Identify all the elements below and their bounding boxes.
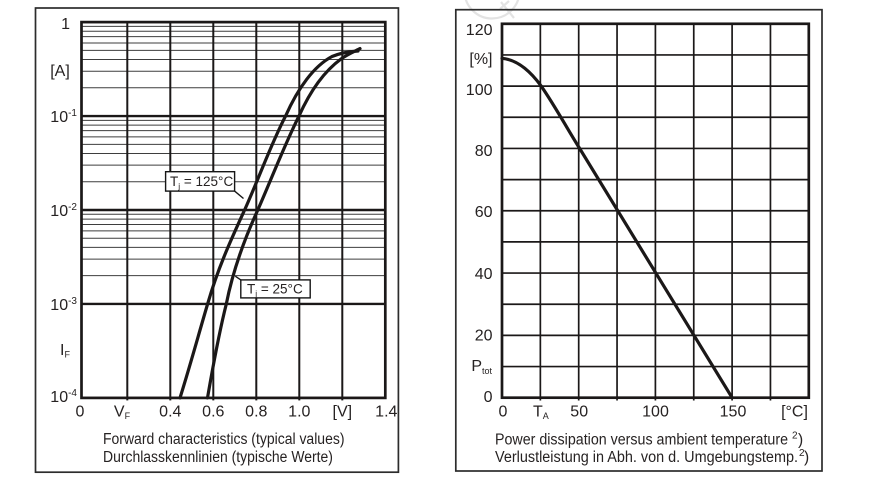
- svg-text:[%]: [%]: [469, 51, 492, 68]
- svg-text:): ): [804, 449, 809, 466]
- svg-text:0: 0: [484, 389, 493, 406]
- svg-text:Durchlasskennlinien (typische: Durchlasskennlinien (typische Werte): [103, 449, 333, 466]
- svg-text:2: 2: [792, 431, 798, 442]
- svg-text:1.4: 1.4: [375, 404, 397, 421]
- svg-text:Power dissipation versus ambie: Power dissipation versus ambient tempera…: [495, 432, 788, 449]
- svg-text:): ): [798, 432, 803, 449]
- svg-text:Tj = 125°C: Tj = 125°C: [170, 174, 233, 191]
- svg-text:60: 60: [475, 204, 493, 221]
- svg-text:40: 40: [475, 266, 493, 283]
- svg-text:0.4: 0.4: [159, 404, 181, 421]
- svg-text:Ptot: Ptot: [471, 358, 492, 376]
- svg-text:20: 20: [475, 327, 493, 344]
- svg-text:120: 120: [466, 22, 493, 39]
- svg-text:VF: VF: [114, 404, 131, 422]
- svg-text:Verlustleistung in Abh. von d.: Verlustleistung in Abh. von d. Umgebungs…: [495, 449, 798, 466]
- svg-text:80: 80: [475, 143, 493, 160]
- svg-text:0.6: 0.6: [202, 404, 224, 421]
- svg-text:1.0: 1.0: [288, 404, 310, 421]
- svg-text:Forward characteristics (typic: Forward characteristics (typical values): [103, 431, 345, 448]
- svg-text:2: 2: [799, 448, 805, 459]
- svg-text:Tj = 25°C: Tj = 25°C: [247, 282, 303, 299]
- svg-text:150: 150: [720, 404, 747, 421]
- svg-text:TA: TA: [533, 404, 549, 422]
- svg-text:[A]: [A]: [50, 63, 70, 80]
- svg-text:[V]: [V]: [333, 404, 353, 421]
- svg-text:100: 100: [642, 404, 669, 421]
- svg-text:1: 1: [61, 16, 70, 33]
- svg-text:10-3: 10-3: [50, 296, 77, 314]
- svg-text:10-4: 10-4: [50, 388, 77, 406]
- svg-text:10-1: 10-1: [50, 108, 77, 126]
- svg-text:0: 0: [75, 404, 84, 421]
- svg-text:100: 100: [466, 82, 493, 99]
- svg-text:0.8: 0.8: [245, 404, 267, 421]
- svg-text:IF: IF: [60, 342, 70, 360]
- svg-text:50: 50: [570, 404, 588, 421]
- svg-text:[°C]: [°C]: [781, 404, 808, 421]
- svg-text:10-2: 10-2: [50, 202, 77, 220]
- svg-text:0: 0: [498, 404, 507, 421]
